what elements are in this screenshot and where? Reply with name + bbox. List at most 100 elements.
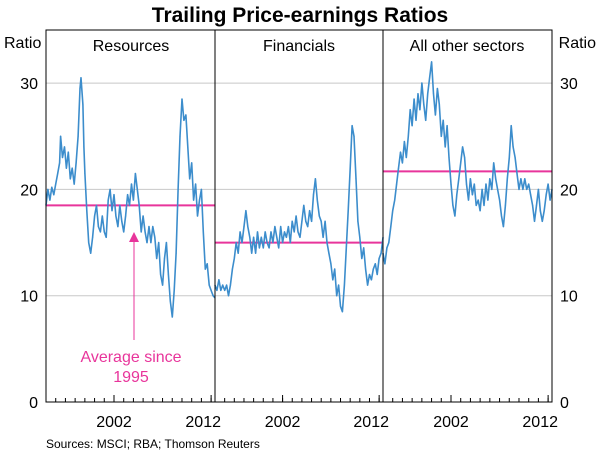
- data-point: [483, 204, 485, 206]
- data-point: [148, 226, 150, 228]
- data-point: [241, 241, 243, 244]
- x-tick-label: 2012: [353, 414, 389, 431]
- y-tick-label-right: 10: [560, 289, 578, 306]
- panel-title-financials: Financials: [263, 38, 335, 55]
- y-tick-label-left: 10: [20, 289, 38, 306]
- data-point: [90, 252, 92, 254]
- data-point: [386, 247, 388, 249]
- data-point: [407, 135, 409, 137]
- data-point: [500, 215, 503, 217]
- data-point: [380, 252, 382, 254]
- data-point: [274, 226, 276, 228]
- chart-title: Trailing Price-earnings Ratios: [152, 4, 448, 27]
- data-point: [535, 204, 538, 206]
- data-point: [84, 172, 86, 175]
- data-point: [390, 226, 392, 228]
- data-point: [481, 188, 483, 191]
- data-point: [365, 268, 367, 270]
- data-point: [370, 279, 373, 281]
- data-point: [436, 87, 438, 90]
- data-point: [53, 194, 55, 196]
- data-point: [101, 215, 103, 217]
- data-point: [212, 295, 214, 297]
- data-point: [276, 236, 278, 238]
- data-point: [256, 231, 259, 233]
- data-point: [514, 156, 516, 159]
- data-point: [235, 241, 237, 244]
- data-point: [320, 220, 322, 222]
- y-tick-label-left: 20: [20, 182, 38, 199]
- data-point: [173, 289, 175, 291]
- data-point: [456, 194, 458, 196]
- axis-ticks: 0 0 10 10 20 20 30 30 2002 2012 2002 2012 2002 2012: [20, 76, 578, 431]
- data-point: [314, 178, 317, 180]
- data-point: [185, 114, 187, 116]
- data-point: [415, 119, 417, 121]
- data-point: [361, 257, 363, 260]
- data-point: [337, 284, 340, 286]
- data-point: [73, 183, 75, 185]
- data-point: [504, 204, 506, 206]
- data-point: [427, 93, 429, 95]
- data-point: [434, 114, 437, 116]
- data-point: [171, 316, 173, 318]
- data-point: [204, 268, 206, 270]
- data-point: [487, 199, 489, 201]
- data-point: [318, 215, 320, 217]
- data-point: [130, 183, 133, 185]
- data-point: [324, 220, 326, 222]
- data-point: [510, 125, 512, 127]
- data-point: [55, 183, 57, 185]
- data-point: [465, 183, 468, 185]
- data-point: [243, 226, 245, 228]
- data-point: [430, 61, 433, 63]
- data-point: [545, 194, 547, 196]
- data-point: [270, 231, 272, 233]
- data-point: [388, 241, 390, 244]
- data-point: [305, 220, 307, 222]
- data-point: [86, 210, 88, 212]
- data-point: [283, 231, 286, 233]
- data-point: [512, 146, 514, 148]
- data-point: [289, 241, 291, 244]
- data-point: [237, 252, 239, 254]
- gridlines: [46, 82, 552, 297]
- data-point: [59, 135, 62, 137]
- data-point: [409, 109, 411, 111]
- data-point: [99, 231, 101, 233]
- data-point: [307, 226, 309, 228]
- data-point: [264, 231, 266, 233]
- data-point: [109, 188, 111, 191]
- data-point: [421, 82, 423, 84]
- data-point: [351, 125, 353, 127]
- data-point: [65, 167, 67, 169]
- data-point: [154, 236, 156, 238]
- data-point: [395, 183, 398, 185]
- data-point: [193, 199, 195, 201]
- data-point: [160, 273, 162, 276]
- data-point: [239, 231, 241, 233]
- data-point: [498, 199, 501, 201]
- data-point: [165, 241, 168, 244]
- data-point: [266, 241, 268, 244]
- data-point: [67, 151, 69, 153]
- data-point: [405, 156, 407, 159]
- data-point: [547, 183, 549, 185]
- panel-title-other-sectors: All other sectors: [410, 38, 525, 55]
- series-lines: [45, 61, 553, 318]
- data-point: [485, 183, 487, 185]
- data-point: [477, 199, 479, 201]
- data-point: [227, 295, 230, 297]
- x-tick-label: 2012: [185, 414, 221, 431]
- data-point: [111, 210, 113, 212]
- data-point: [528, 183, 530, 185]
- data-point: [181, 98, 183, 100]
- data-point: [222, 284, 224, 286]
- data-point: [444, 146, 446, 148]
- data-point: [493, 162, 495, 164]
- series-line-0: [45, 77, 216, 318]
- data-point: [278, 247, 280, 249]
- data-point: [128, 204, 131, 206]
- data-point: [142, 215, 144, 217]
- data-point: [80, 77, 82, 79]
